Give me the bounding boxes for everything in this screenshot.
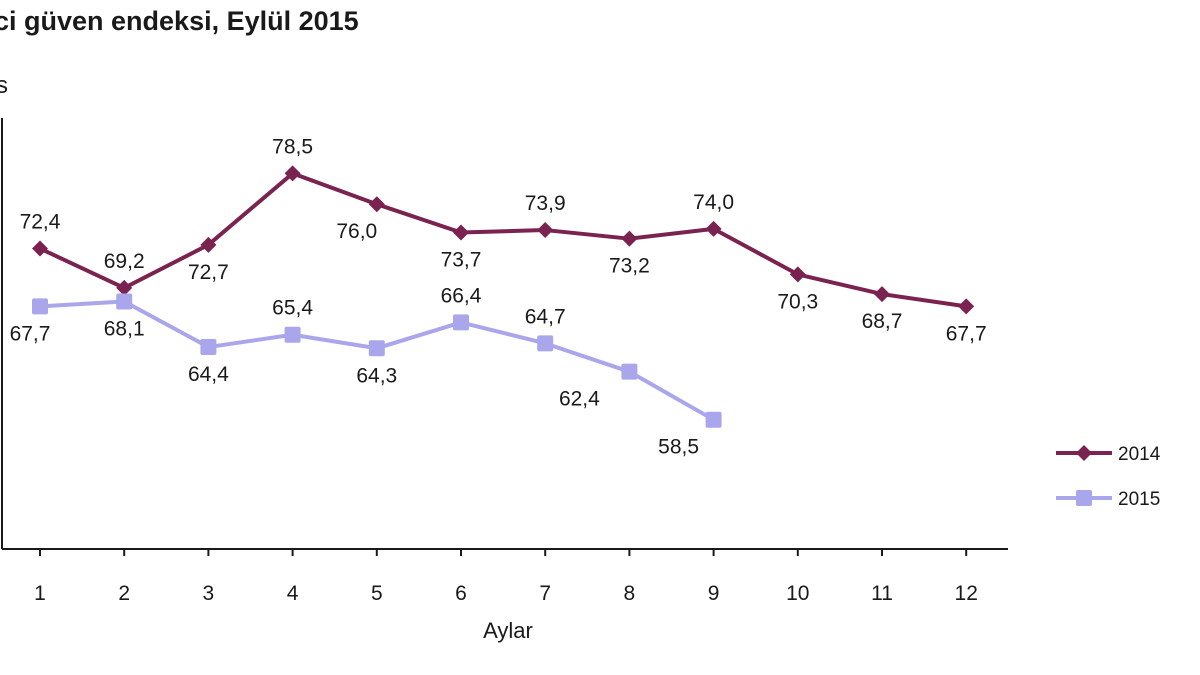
series-2015: 67,7 68,1 64,4 65,4 64,3 66,4 64,7 62,4 58,5: [10, 284, 722, 459]
data-label-2015-1: 67,7: [10, 322, 51, 345]
point-2014-9: [705, 220, 722, 237]
data-label-2015-8: 62,4: [559, 388, 600, 411]
point-2015-7: [537, 335, 554, 352]
data-label-2014-4: 78,5: [272, 135, 313, 158]
legend-entry-2014: 2014: [1056, 444, 1161, 465]
point-2015-8: [621, 363, 638, 380]
legend-label-2015: 2015: [1118, 489, 1160, 510]
x-tick-label-6: 6: [455, 582, 467, 605]
legend-label-2014: 2014: [1118, 444, 1161, 465]
legend: 2014 2015: [1056, 444, 1161, 510]
point-2015-6: [453, 314, 469, 331]
y-axis-label: s: [0, 72, 8, 99]
series-2014: 72,4 69,2 72,7 78,5 76,0 73,7 73,9 73,2 74,0 70,3…: [20, 135, 987, 345]
data-label-2015-3: 64,4: [188, 363, 229, 386]
x-tick-label-12: 12: [955, 582, 978, 605]
data-label-2014-9: 74,0: [693, 191, 734, 214]
series-line-2014: [39, 171, 967, 309]
point-2015-4: [284, 326, 301, 343]
x-axis-ticks: [39, 549, 968, 556]
data-label-2015-9: 58,5: [658, 436, 699, 459]
point-2015-2: [116, 293, 133, 310]
data-label-2014-11: 68,7: [862, 310, 903, 333]
data-label-2014-10: 70,3: [777, 290, 818, 313]
point-2014-3: [200, 236, 217, 253]
legend-marker-2014: [1076, 445, 1092, 461]
data-label-2014-12: 67,7: [946, 322, 987, 345]
point-2014-5: [368, 196, 385, 213]
x-tick-label-1: 1: [34, 582, 46, 605]
point-2014-7: [537, 222, 554, 239]
data-label-2014-5: 76,0: [336, 220, 377, 243]
chart-title: ci güven endeksi, Eylül 2015: [0, 6, 359, 36]
data-label-2014-6: 73,7: [441, 249, 482, 272]
legend-entry-2015: 2015: [1056, 489, 1160, 510]
x-tick-label-9: 9: [708, 582, 720, 605]
point-2014-1: [32, 240, 48, 257]
x-tick-label-8: 8: [624, 582, 636, 605]
x-tick-label-3: 3: [203, 582, 215, 605]
point-2014-12: [958, 298, 975, 315]
point-2014-4: [284, 165, 301, 182]
point-2015-5: [368, 340, 385, 357]
data-label-2014-7: 73,9: [525, 192, 566, 215]
point-2014-8: [621, 230, 638, 247]
data-label-2015-6: 66,4: [441, 284, 482, 307]
point-2014-6: [453, 224, 469, 241]
x-tick-label-7: 7: [539, 582, 551, 605]
x-tick-label-4: 4: [287, 582, 299, 605]
x-tick-label-10: 10: [786, 582, 809, 605]
point-2014-11: [874, 286, 890, 303]
x-axis-title: Aylar: [483, 618, 533, 643]
data-label-2015-7: 64,7: [525, 305, 566, 328]
data-label-2014-2: 69,2: [104, 250, 145, 273]
data-label-2014-8: 73,2: [609, 255, 650, 278]
x-tick-label-11: 11: [871, 582, 893, 605]
point-2014-10: [789, 266, 806, 283]
point-2015-9: [705, 411, 722, 428]
series-layer: 72,4 69,2 72,7 78,5 76,0 73,7 73,9 73,2 74,0 70,3…: [10, 135, 987, 458]
data-label-2014-1: 72,4: [20, 211, 61, 234]
point-2015-1: [32, 298, 48, 315]
point-2015-3: [200, 339, 217, 356]
data-label-2014-3: 72,7: [188, 261, 229, 284]
data-label-2015-4: 65,4: [272, 297, 313, 320]
legend-marker-2015: [1076, 490, 1092, 506]
x-tick-label-5: 5: [371, 582, 383, 605]
data-label-2015-5: 64,3: [356, 364, 397, 387]
point-2014-2: [116, 279, 133, 296]
x-axis-tick-labels: 1 2 3 4 5 6 7 8 9 10 11 12: [34, 582, 978, 605]
x-tick-label-2: 2: [118, 582, 130, 605]
data-label-2015-2: 68,1: [104, 317, 145, 340]
